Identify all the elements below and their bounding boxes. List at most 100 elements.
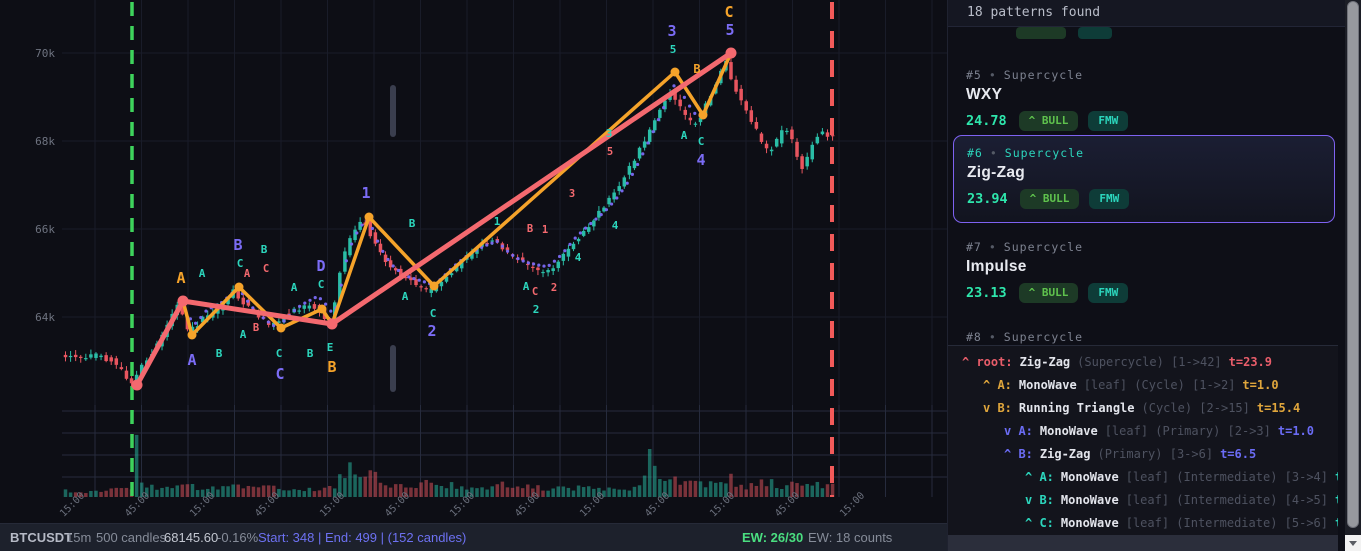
wave-label: 5 — [607, 146, 613, 158]
bull-badge: ^ BULL — [1018, 283, 1079, 303]
bull-badge: ^ BULL — [1018, 111, 1079, 131]
tree-row-A[interactable]: ^ A: MonoWave [leaf] (Intermediate) [3->4]… — [948, 466, 1338, 489]
tree-row-A[interactable]: v A: MonoWave [leaf] (Primary) [2->3] t=1.0 — [948, 420, 1338, 443]
tree-scrollbar[interactable] — [390, 345, 396, 392]
pattern-sidebar: 18 patterns found #5 • Supercycle WXY 24.78 ^… — [947, 0, 1345, 551]
symbol-label: BTCUSDT — [10, 530, 73, 545]
wave-label: 3 — [667, 22, 676, 40]
wave-label: C — [263, 263, 269, 275]
wave-meta: (Primary) [3->6] — [1097, 447, 1214, 461]
wave-label: B — [409, 217, 416, 230]
wave-t-value: t=1.0 — [1242, 378, 1279, 392]
fmw-badge-partial — [1078, 27, 1112, 39]
wave-label: C — [724, 3, 733, 21]
pattern-card-6[interactable]: #6 • Supercycle Zig-Zag 23.94 ^ BULL FMW — [953, 135, 1335, 223]
wave-pattern-name: MonoWave — [1039, 424, 1098, 438]
bull-badge-partial — [1016, 27, 1066, 39]
ew-range-lines[interactable] — [130, 2, 834, 497]
pattern-degree: Supercycle — [1004, 146, 1085, 160]
clipped-pattern-card[interactable] — [1016, 27, 1112, 39]
pattern-index: #7 — [966, 240, 982, 254]
pattern-degree: Supercycle — [1003, 68, 1084, 82]
wave-meta: (Cycle) [2->15] — [1141, 401, 1250, 415]
wave-pattern-name: MonoWave — [1018, 378, 1077, 392]
wave-label: 3 — [606, 127, 613, 140]
pattern-id-row: #5 • Supercycle — [966, 68, 1084, 82]
tree-row-A[interactable]: ^ A: MonoWave [leaf] (Cycle) [1->2] t=1.0 — [948, 374, 1338, 397]
pattern-card-5[interactable]: #5 • Supercycle WXY 24.78 ^ BULL FMW — [953, 58, 1335, 131]
pattern-id-row: #6 • Supercycle — [967, 146, 1085, 160]
wave-label: 2 — [533, 303, 540, 316]
wave-t-value: t=1.0 — [1335, 470, 1338, 484]
wave-direction-arrow: ^ C: — [1025, 516, 1054, 530]
pattern-score-row: 23.13 ^ BULL FMW — [966, 283, 1335, 303]
wave-pattern-name: MonoWave — [1060, 493, 1119, 507]
wave-label: C — [318, 278, 325, 291]
tree-horizontal-scrollbar[interactable] — [948, 535, 1338, 551]
ew-counts-label: EW: 18 counts — [808, 530, 893, 545]
wave-label: C — [698, 135, 705, 148]
pattern-list-scrollbar[interactable] — [390, 85, 396, 137]
wave-label: A — [402, 290, 409, 303]
scroll-down-button[interactable] — [1345, 535, 1361, 551]
wave-label: A — [187, 351, 196, 369]
wave-label: A — [681, 129, 688, 142]
wave-label: C — [237, 257, 244, 270]
tree-row-C[interactable]: ^ C: MonoWave [leaf] (Intermediate) [5->6]… — [948, 512, 1338, 535]
wave-label: C — [532, 286, 538, 298]
wave-label: C — [430, 307, 437, 320]
wave-meta: [leaf] (Intermediate) [4->5] — [1125, 493, 1328, 507]
wave-label: A — [240, 328, 247, 341]
pattern-name: Zig-Zag — [967, 164, 1026, 181]
wave-direction-arrow: ^ A: — [983, 378, 1012, 392]
wave-direction-arrow: ^ B: — [1004, 447, 1033, 461]
time-tick-label: 15:00 — [708, 490, 737, 519]
wave-label: 2 — [427, 322, 436, 340]
bull-badge: ^ BULL — [1019, 189, 1080, 209]
time-tick-label: 15:00 — [318, 490, 347, 519]
wave-label: C — [276, 347, 283, 360]
pattern-index: #6 — [967, 146, 983, 160]
pattern-index: #8 — [966, 330, 982, 344]
pattern-score: 24.78 — [966, 113, 1007, 129]
pattern-card-7[interactable]: #7 • Supercycle Impulse 23.13 ^ BULL FMW — [953, 230, 1335, 303]
window-scrollbar-thumb[interactable] — [1347, 1, 1359, 528]
wave-label: E — [327, 341, 334, 354]
ew-range-label: Start: 348 | End: 499 | (152 candles) — [258, 530, 467, 545]
wave-t-value: t=1.0 — [1335, 493, 1338, 507]
wave-label: A — [523, 280, 530, 293]
wave-meta: [leaf] (Cycle) [1->2] — [1083, 378, 1236, 392]
tree-row-B[interactable]: ^ B: Zig-Zag (Primary) [3->6] t=6.5 — [948, 443, 1338, 466]
time-tick-label: 15:00 — [838, 490, 867, 519]
pattern-score-row: 23.94 ^ BULL FMW — [967, 189, 1334, 209]
wave-pattern-name: MonoWave — [1060, 516, 1119, 530]
wave-label: 3 — [569, 188, 575, 200]
pattern-name: Impulse — [966, 258, 1027, 275]
dotted-wave-overlay — [178, 84, 702, 329]
tree-row-B[interactable]: v B: Running Triangle (Cycle) [2->15] t=15.… — [948, 397, 1338, 420]
time-tick-label: 15:00 — [58, 490, 87, 519]
fmw-badge: FMW — [1088, 111, 1129, 131]
wave-direction-arrow: v B: — [1025, 493, 1054, 507]
price-tick-label: 64k — [35, 311, 55, 324]
pattern-degree: Supercycle — [1003, 240, 1084, 254]
pattern-card-8[interactable]: #8 • Supercycle — [953, 320, 1335, 346]
orange-wave-overlay — [181, 51, 733, 340]
wave-label: A — [199, 267, 206, 280]
last-price-label: 68145.60 — [164, 530, 219, 545]
wave-direction-arrow: ^ A: — [1025, 470, 1054, 484]
tree-row-root[interactable]: ^ root: Zig-Zag (Supercycle) [1->42] t=23.9 — [948, 351, 1338, 374]
wave-label: 1 — [542, 224, 548, 236]
wave-t-value: t=6.5 — [1220, 447, 1257, 461]
wave-meta: [leaf] (Intermediate) [5->6] — [1125, 516, 1328, 530]
pink-wave-overlay — [131, 47, 737, 391]
wave-label: A — [244, 268, 251, 280]
pattern-degree: Supercycle — [1003, 330, 1084, 344]
wave-label: B — [216, 347, 223, 360]
fmw-badge: FMW — [1089, 189, 1130, 209]
wave-label: 1 — [361, 184, 370, 202]
price-tick-label: 68k — [35, 135, 55, 148]
tree-row-B[interactable]: v B: MonoWave [leaf] (Intermediate) [4->5]… — [948, 489, 1338, 512]
